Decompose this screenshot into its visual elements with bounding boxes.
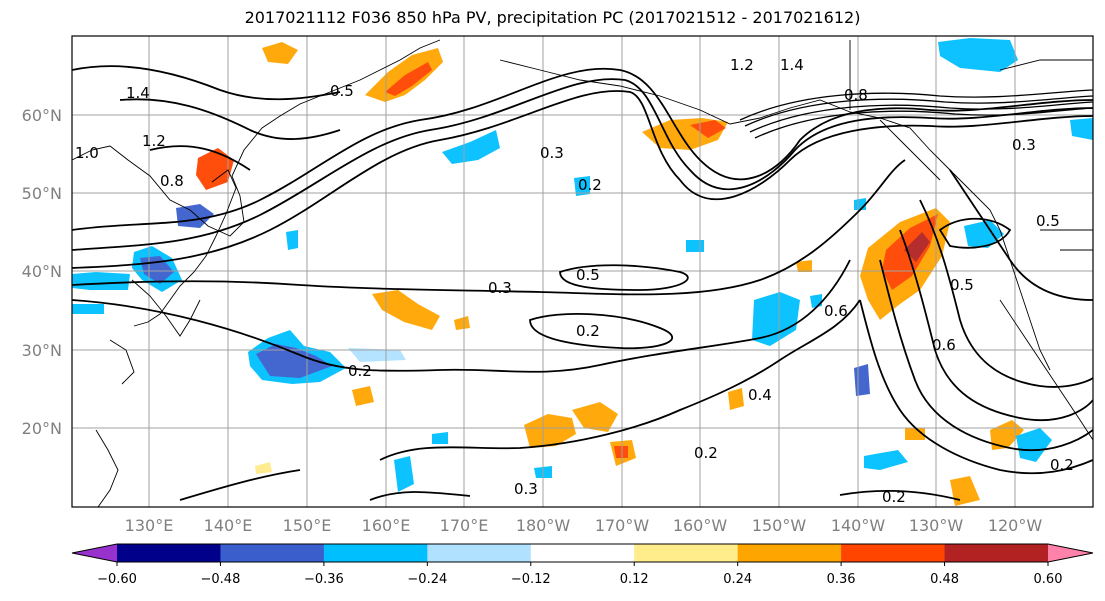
contour-label: 0.2 — [882, 488, 906, 506]
contour-label: 0.5 — [1036, 212, 1060, 230]
colorbar-tick-label: −0.48 — [201, 572, 241, 587]
contour-label: 1.2 — [730, 56, 754, 74]
longitude-labels: 130°E 140°E 150°E 160°E 170°E 180°W 170°… — [125, 516, 1043, 535]
contour-label: 0.6 — [824, 302, 848, 320]
contour-label: 0.2 — [694, 444, 718, 462]
contour-labels: 1.4 1.2 1.0 0.8 0.5 0.3 0.2 0.3 0.5 0.2 … — [75, 56, 1074, 506]
map-title: 2017021112 F036 850 hPa PV, precipitatio… — [244, 8, 861, 27]
lon-label: 120°W — [988, 516, 1043, 535]
colorbar-tick-label: −0.60 — [97, 572, 137, 587]
colorbar-segment — [944, 544, 1049, 562]
contour-label: 0.4 — [748, 386, 772, 404]
latitude-labels: 60°N 50°N 40°N 30°N 20°N — [22, 106, 62, 438]
map-frame — [71, 35, 1094, 508]
graticule — [72, 36, 1093, 507]
contour-label: 0.2 — [348, 362, 372, 380]
colorbar-tick-label: 0.24 — [723, 572, 752, 587]
colorbar-tick-label: −0.36 — [304, 572, 344, 587]
lon-label: 150°E — [283, 516, 332, 535]
lon-label: 130°W — [909, 516, 964, 535]
contour-label: 0.3 — [488, 279, 512, 297]
contour-label: 0.2 — [1050, 456, 1074, 474]
colorbar-tick-label: 0.12 — [620, 572, 649, 587]
colorbar-tick-label: 0.48 — [930, 572, 959, 587]
lat-label-30n: 30°N — [22, 341, 62, 360]
contour-label: 0.8 — [844, 86, 868, 104]
contour-label: 0.5 — [576, 266, 600, 284]
contour-label: 0.8 — [160, 172, 184, 190]
lon-label: 150°W — [752, 516, 807, 535]
lon-label: 170°E — [440, 516, 489, 535]
colorbar-segment — [427, 544, 532, 562]
lon-label: 160°W — [673, 516, 728, 535]
contour-label: 0.6 — [932, 336, 956, 354]
lon-label: 180°W — [516, 516, 571, 535]
lon-label: 140°E — [204, 516, 253, 535]
colorbar-tick-label: 0.60 — [1034, 572, 1063, 587]
contour-label: 1.4 — [126, 84, 150, 102]
map-panel: 1.4 1.2 1.0 0.8 0.5 0.3 0.2 0.3 0.5 0.2 … — [71, 35, 1094, 508]
contour-label: 0.3 — [1012, 136, 1036, 154]
contour-label: 0.2 — [578, 176, 602, 194]
colorbar-segment — [841, 544, 946, 562]
lon-label: 160°E — [362, 516, 411, 535]
colorbar-tick-label: 0.36 — [827, 572, 856, 587]
colorbar-tick-label: −0.12 — [511, 572, 551, 587]
colorbar-segment — [323, 544, 428, 562]
contour-label: 1.4 — [780, 56, 804, 74]
contour-label: 0.2 — [576, 322, 600, 340]
contour-label: 0.5 — [330, 82, 354, 100]
colorbar-arrow-right — [1048, 544, 1093, 562]
coastlines — [72, 39, 1093, 507]
arctic-contours — [739, 89, 1093, 139]
contour-label: 1.0 — [75, 144, 99, 162]
lat-label-40n: 40°N — [22, 262, 62, 281]
colorbar-segment — [220, 544, 325, 562]
colorbar-segment — [117, 544, 221, 562]
lon-label: 170°W — [595, 516, 650, 535]
contour-label: 1.2 — [142, 132, 166, 150]
colorbar-segment — [634, 544, 739, 562]
colorbar-segment — [530, 544, 635, 562]
colorbar-arrow-left — [72, 544, 117, 562]
lat-label-50n: 50°N — [22, 184, 62, 203]
colorbar: −0.60 −0.48 −0.36 −0.24 −0.12 0.12 0.24 0.36 0.4… — [71, 543, 1094, 587]
contour-label: 0.3 — [514, 480, 538, 498]
colorbar-tick-label: −0.24 — [407, 572, 447, 587]
contour-label: 0.3 — [540, 144, 564, 162]
pv-contours — [72, 65, 1093, 501]
lon-label: 130°E — [125, 516, 174, 535]
lon-label: 140°W — [831, 516, 886, 535]
lat-label-60n: 60°N — [22, 106, 62, 125]
contour-label: 0.5 — [950, 276, 974, 294]
lat-label-20n: 20°N — [22, 419, 62, 438]
colorbar-segment — [737, 544, 842, 562]
precip-fills — [72, 38, 1093, 506]
